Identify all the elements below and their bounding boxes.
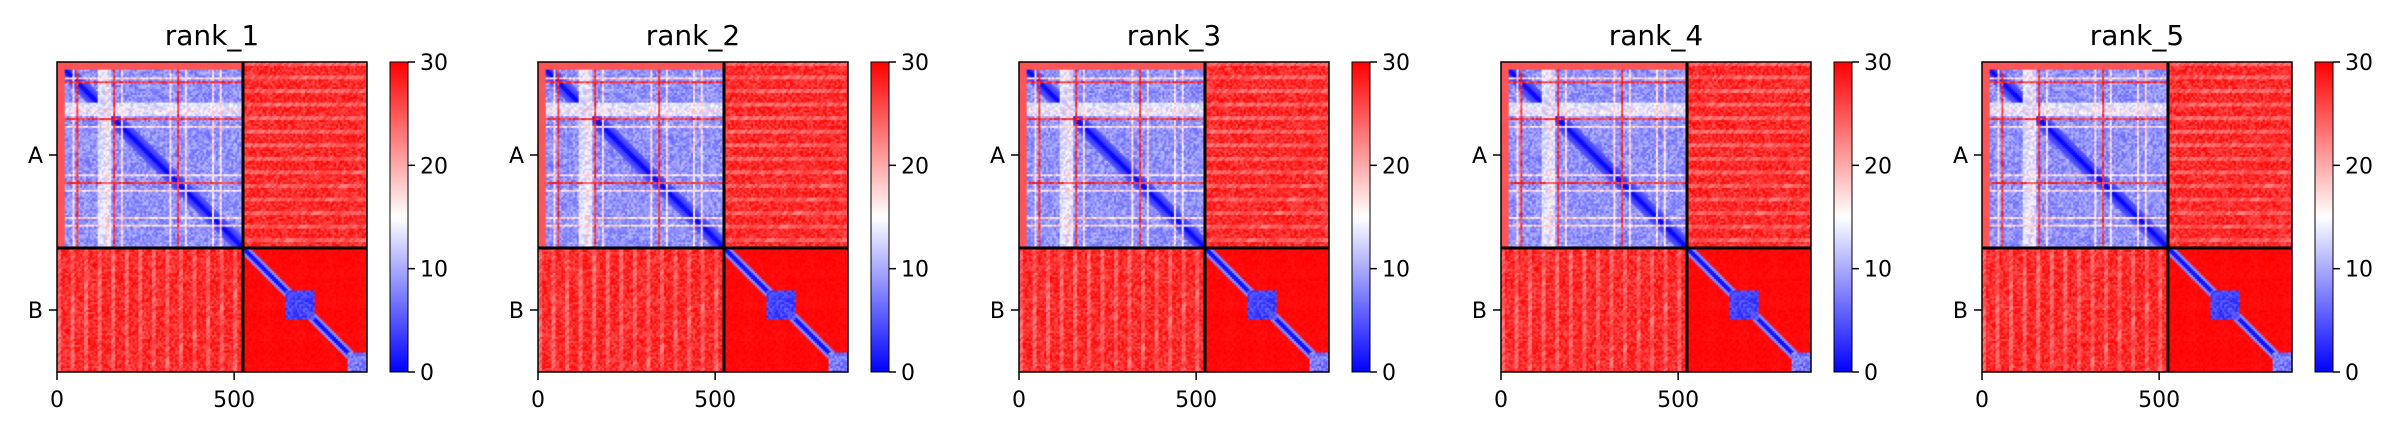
colorbar-tick-label: 0 xyxy=(901,361,915,386)
axes-frame xyxy=(1981,61,2293,373)
colorbar-tick-label: 20 xyxy=(1864,154,1892,179)
x-tick-label: 500 xyxy=(1657,388,1699,413)
colorbar-tick-label: 30 xyxy=(1382,51,1410,76)
axes-frame xyxy=(56,61,368,373)
colorbar-tick-label: 10 xyxy=(901,258,929,283)
heatmap-image xyxy=(1501,62,1811,372)
colorbar-tick-label: 10 xyxy=(2345,258,2373,283)
colorbar-tick-label: 10 xyxy=(1864,258,1892,283)
colorbar-tick-label: 0 xyxy=(1864,361,1878,386)
y-tick-label: B xyxy=(1472,299,1487,324)
colorbar-tick-label: 30 xyxy=(2345,51,2373,76)
x-tick-label: 0 xyxy=(1975,388,1989,413)
colorbar-tick-label: 0 xyxy=(420,361,434,386)
colorbar-tick-label: 0 xyxy=(1382,361,1396,386)
y-tick-label: A xyxy=(1953,144,1968,169)
colorbar-tick-label: 10 xyxy=(1382,258,1410,283)
y-tick-label: B xyxy=(990,299,1005,324)
y-tick-label: A xyxy=(28,144,43,169)
y-tick-label: B xyxy=(509,299,524,324)
x-tick-label: 500 xyxy=(2138,388,2180,413)
x-tick-label: 0 xyxy=(50,388,64,413)
colorbar-tick-label: 20 xyxy=(2345,154,2373,179)
colorbar-tick-label: 20 xyxy=(1382,154,1410,179)
axes-frame xyxy=(1018,61,1330,373)
colorbar-tick-label: 20 xyxy=(420,154,448,179)
axes-frame xyxy=(1500,61,1812,373)
colorbar-tick-label: 30 xyxy=(1864,51,1892,76)
panel-title: rank_2 xyxy=(646,19,740,52)
colorbar xyxy=(2314,61,2334,373)
colorbar-tick-label: 30 xyxy=(901,51,929,76)
x-tick-label: 0 xyxy=(1494,388,1508,413)
x-tick-label: 500 xyxy=(1175,388,1217,413)
heatmap-image xyxy=(1982,62,2292,372)
panel-title: rank_5 xyxy=(2090,19,2184,52)
x-tick-label: 500 xyxy=(694,388,736,413)
y-tick-label: B xyxy=(28,299,43,324)
panel-title: rank_4 xyxy=(1609,19,1703,52)
axes-frame xyxy=(537,61,849,373)
colorbar xyxy=(389,61,409,373)
colorbar xyxy=(1351,61,1371,373)
y-tick-label: A xyxy=(990,144,1005,169)
panel-title: rank_1 xyxy=(165,19,259,52)
heatmap-image xyxy=(57,62,367,372)
y-tick-label: A xyxy=(1472,144,1487,169)
panel-title: rank_3 xyxy=(1127,19,1221,52)
heatmap-image xyxy=(538,62,848,372)
heatmap-panel-4: rank_4 A B 0 500 0 10 20 30 xyxy=(1472,19,1892,413)
colorbar-tick-label: 10 xyxy=(420,258,448,283)
heatmap-panel-1: rank_1 A B 0 500 0 10 20 30 xyxy=(28,19,448,413)
heatmap-panel-3: rank_3 A B 0 500 0 10 20 30 xyxy=(990,19,1410,413)
colorbar xyxy=(870,61,890,373)
colorbar-tick-label: 0 xyxy=(2345,361,2359,386)
heatmap-image xyxy=(1019,62,1329,372)
y-tick-label: B xyxy=(1953,299,1968,324)
heatmap-panel-5: rank_5 A B 0 500 0 10 20 30 xyxy=(1953,19,2373,413)
heatmap-panel-2: rank_2 A B 0 500 0 10 20 30 xyxy=(509,19,929,413)
x-tick-label: 0 xyxy=(1012,388,1026,413)
x-tick-label: 500 xyxy=(213,388,255,413)
colorbar xyxy=(1833,61,1853,373)
x-tick-label: 0 xyxy=(531,388,545,413)
colorbar-tick-label: 30 xyxy=(420,51,448,76)
colorbar-tick-label: 20 xyxy=(901,154,929,179)
y-tick-label: A xyxy=(509,144,524,169)
